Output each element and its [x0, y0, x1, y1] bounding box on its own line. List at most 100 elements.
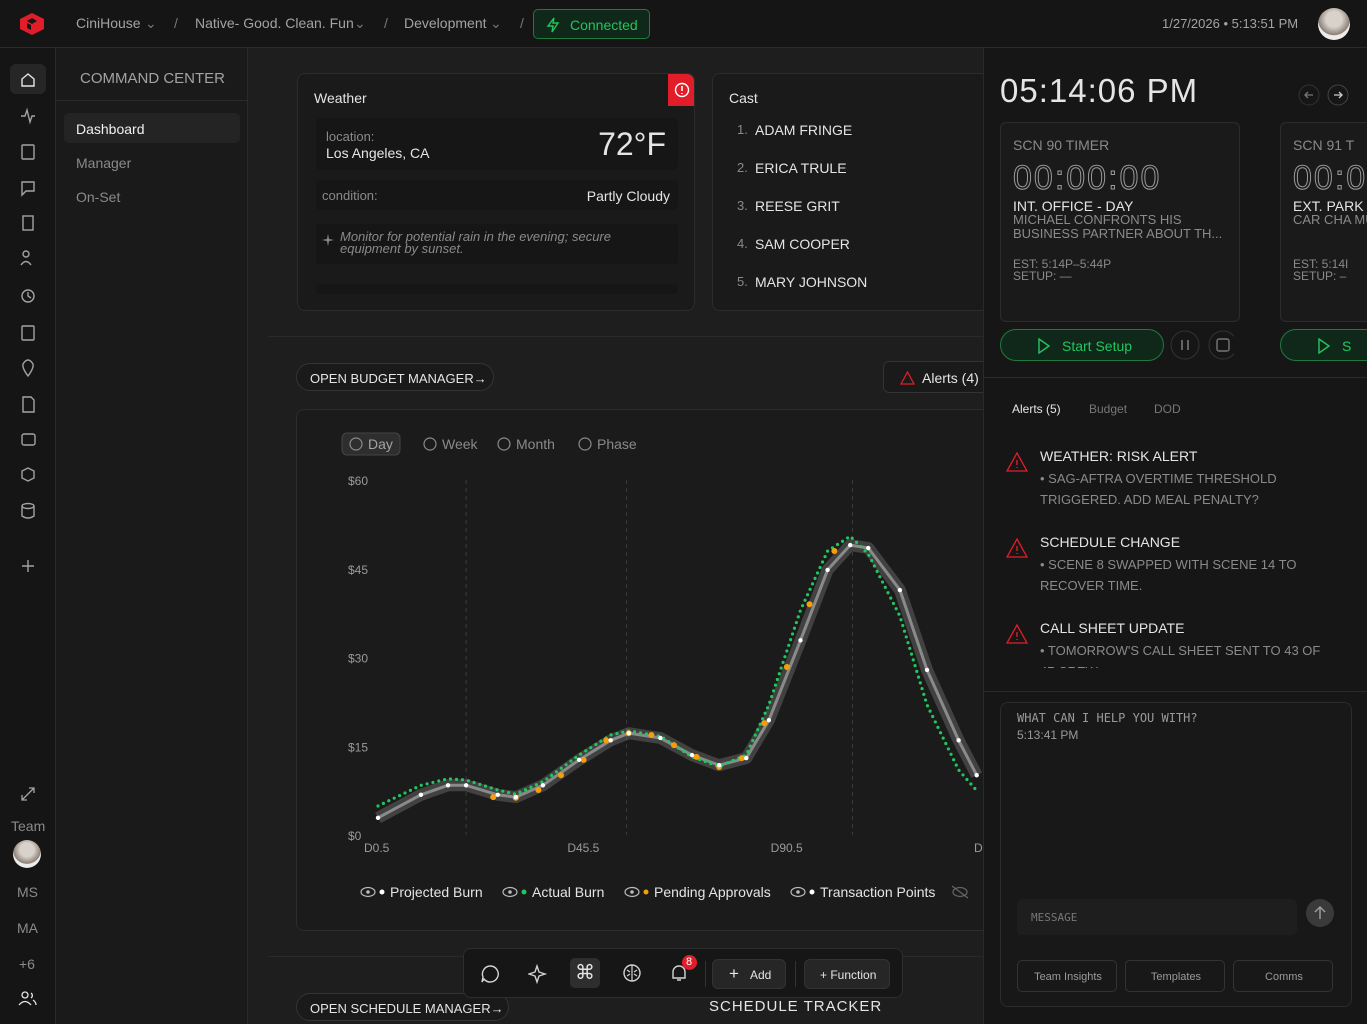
assistant-time: 5:13:41 PM [1017, 728, 1079, 742]
button-label: Comms [1265, 971, 1303, 983]
cast-name[interactable]: ERICA TRULE [755, 160, 847, 176]
period-tab[interactable]: Month [516, 436, 555, 452]
scene-location: EXT. PARK [1293, 198, 1364, 214]
condition: Partly Cloudy [586, 188, 670, 204]
data-point [580, 756, 587, 763]
add-button[interactable]: + Add [712, 959, 786, 989]
bell-icon[interactable] [669, 963, 689, 983]
breadcrumb[interactable]: Development [404, 15, 487, 31]
alerts-button[interactable]: Alerts (4) [883, 361, 983, 393]
start-button[interactable]: S [1280, 329, 1367, 361]
assistant-prompt: WHAT CAN I HELP YOU WITH? [1017, 711, 1198, 725]
y-tick-label: $30 [348, 652, 368, 666]
legend-label[interactable]: Projected Burn [390, 884, 483, 900]
team-member[interactable]: MA [17, 920, 38, 936]
chat-icon[interactable] [480, 964, 500, 984]
period-icon [578, 437, 592, 451]
budget-button[interactable]: OPEN BUDGET MANAGER→ [296, 363, 494, 391]
action-button[interactable]: Templates [1125, 960, 1225, 992]
nav-item[interactable]: Manager [76, 155, 132, 171]
legend-label[interactable]: Transaction Points [820, 884, 935, 900]
scene-title: SCN 90 TIMER [1013, 137, 1110, 153]
expand-icon[interactable] [20, 786, 36, 802]
separator: / [174, 15, 178, 31]
breadcrumb[interactable]: Native- Good. Clean. Fun [195, 15, 354, 31]
cast-number: 1. [737, 122, 748, 137]
breadcrumb[interactable]: CiniHouse [76, 15, 141, 31]
avatar[interactable] [1318, 8, 1350, 40]
rail-icons[interactable] [18, 70, 38, 590]
alerts: WEATHER: RISK ALERT • SAG-AFTRA OVERTIME … [984, 438, 1367, 668]
send-button[interactable] [1306, 899, 1334, 927]
people-icon[interactable] [18, 990, 38, 1006]
data-point [693, 753, 700, 760]
data-point [897, 587, 903, 593]
scene-est: EST: 5:14P–5:44P [1013, 257, 1112, 271]
clipped-row [316, 284, 678, 294]
separator: / [520, 15, 524, 31]
cast-name[interactable]: SAM COOPER [755, 236, 850, 252]
status-badge[interactable]: Connected [533, 9, 650, 39]
data-point [558, 772, 564, 779]
divider [705, 961, 706, 987]
tab[interactable]: DOD [1154, 402, 1181, 416]
scene-location: INT. OFFICE - DAY [1013, 198, 1134, 214]
data-point [866, 545, 871, 551]
tab[interactable]: Budget [1089, 402, 1128, 416]
period-tab[interactable]: Day [368, 436, 393, 452]
location-row: location: Los Angeles, CA 72°F [316, 118, 678, 170]
timer-controls[interactable] [1170, 330, 1234, 360]
chevron: ⌄ [145, 15, 157, 31]
x-tick-label: D135.5 [974, 841, 983, 855]
nav-item[interactable]: On-Set [76, 189, 121, 205]
data-point [603, 737, 610, 744]
period-tab[interactable]: Phase [597, 436, 637, 452]
button-label: Start Setup [1062, 338, 1133, 354]
alert-badge[interactable] [668, 74, 694, 106]
eye-icon [624, 886, 640, 898]
period-tab[interactable]: Week [442, 436, 479, 452]
cast-number: 2. [737, 160, 748, 175]
pager[interactable] [1298, 84, 1358, 106]
function-button[interactable]: + Function [804, 959, 890, 989]
divider [268, 336, 983, 337]
alert-title: WEATHER: RISK ALERT [1040, 448, 1198, 464]
button-label: OPEN SCHEDULE MANAGER→ [310, 1001, 504, 1016]
tab[interactable]: Alerts (5) [1012, 402, 1061, 416]
team-avatar[interactable] [13, 840, 41, 868]
weather-note: Monitor for potential rain in the evenin… [340, 229, 611, 256]
x-tick-label: D90.5 [771, 841, 803, 855]
data-point [576, 757, 582, 763]
scene-setup: SETUP: — [1013, 269, 1072, 283]
legend-label[interactable]: Actual Burn [532, 884, 604, 900]
action-button[interactable]: Comms [1233, 960, 1333, 992]
cast-number: 4. [737, 236, 748, 251]
action-button[interactable]: Team Insights [1017, 960, 1117, 992]
data-point [956, 738, 961, 743]
brain-icon[interactable] [622, 963, 642, 983]
sparkle-icon[interactable] [528, 964, 548, 984]
cast-name[interactable]: ADAM FRINGE [755, 122, 853, 138]
y-tick-label: $0 [348, 829, 362, 843]
warning-icon [900, 371, 915, 385]
active-tool[interactable] [570, 958, 600, 988]
legend-swatch [379, 889, 385, 895]
message-input[interactable]: MESSAGE [1017, 899, 1297, 935]
condition-row: condition: Partly Cloudy [316, 180, 678, 210]
nav-active [64, 113, 240, 143]
data-point [418, 792, 424, 797]
cast-name[interactable]: MARY JOHNSON [755, 274, 868, 290]
legend-label[interactable]: Pending Approvals [654, 884, 771, 900]
start-button[interactable]: Start Setup [1000, 329, 1164, 361]
cast-card: Cast 1. ADAM FRINGE 2. ERICA TRULE 3. REESE G… [712, 73, 983, 311]
data-point [658, 735, 663, 741]
alert-body: • SAG-AFTRA OVERTIME THRESHOLD TRIGGERED… [1040, 471, 1277, 507]
icon-rail: Team MS MA +6 [0, 48, 56, 1024]
team-member[interactable]: +6 [19, 956, 35, 972]
nav-item[interactable]: Dashboard [76, 121, 145, 137]
bolt-icon [546, 17, 560, 33]
cast-name[interactable]: REESE GRIT [755, 198, 840, 214]
team-member[interactable]: MS [17, 884, 38, 900]
toolbar: ⌘ 8 + Add + Function [463, 948, 903, 998]
